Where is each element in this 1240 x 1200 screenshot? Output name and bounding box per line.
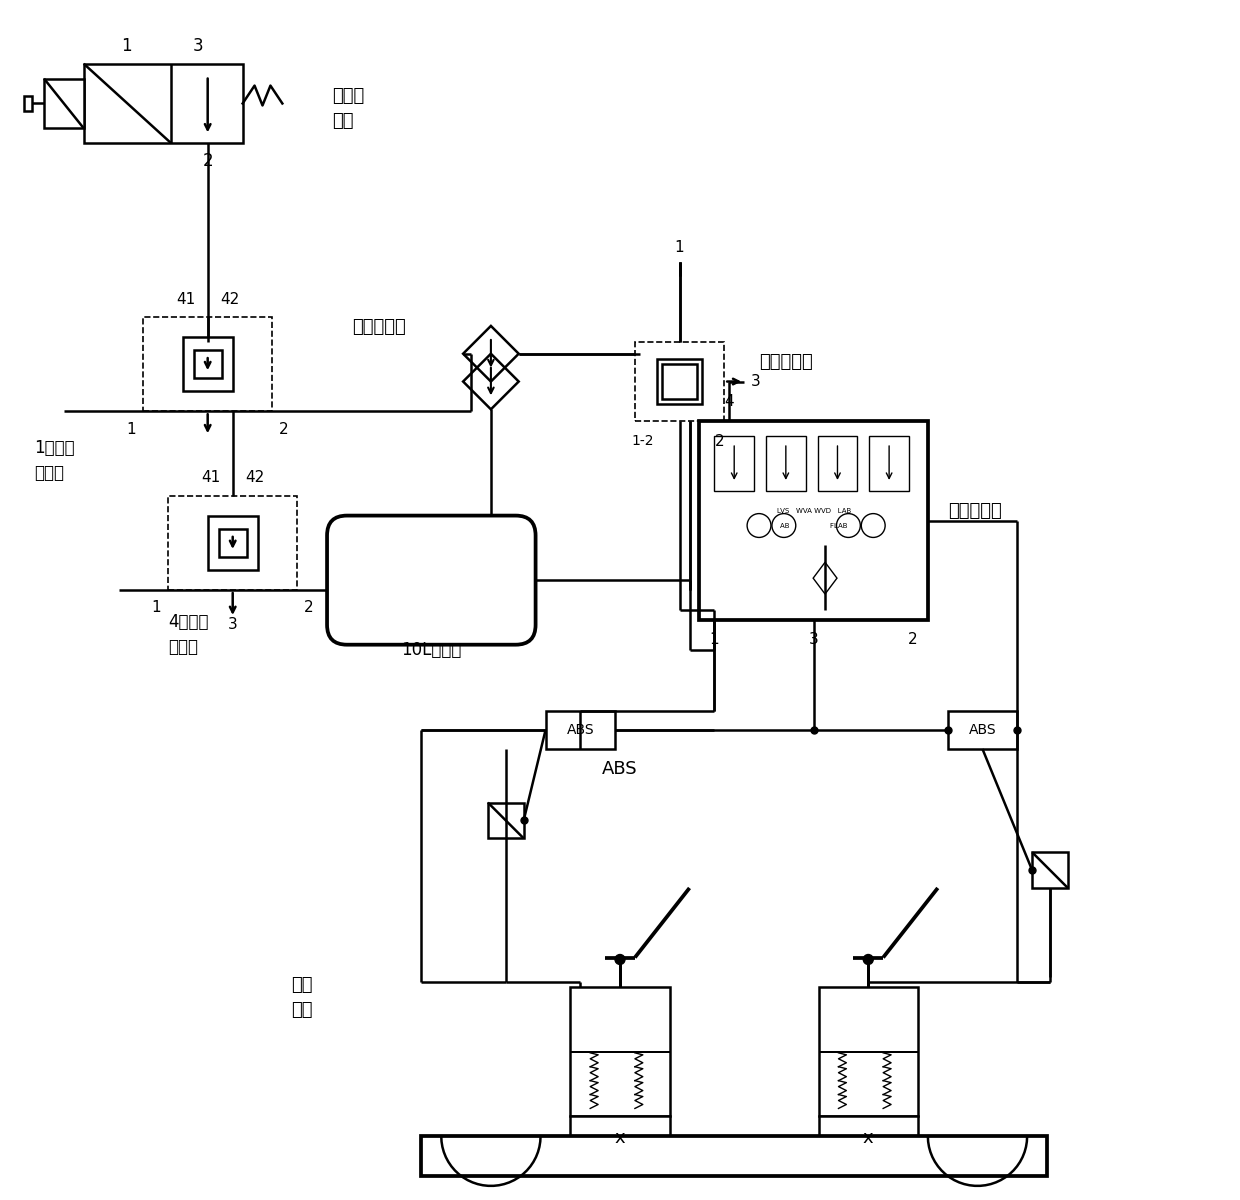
Bar (487, 803, 523, 839)
Text: 4: 4 (724, 394, 734, 409)
Text: 制动
气室: 制动 气室 (291, 976, 312, 1019)
Text: x: x (615, 1129, 625, 1147)
Bar (662, 364, 697, 398)
Circle shape (615, 954, 625, 965)
Text: 42: 42 (219, 292, 239, 307)
Bar (143, 317, 273, 412)
Bar (818, 1116, 918, 1146)
Text: 2: 2 (714, 433, 724, 449)
Text: 3: 3 (751, 374, 761, 389)
Text: 2: 2 (202, 152, 213, 170)
Text: 单通道模块: 单通道模块 (947, 502, 1002, 520)
Text: 双通单向阀: 双通单向阀 (352, 318, 405, 336)
Bar (182, 337, 233, 391)
Bar (45, 79, 84, 128)
Text: 紧急继动阀: 紧急继动阀 (759, 353, 812, 371)
Text: 4号双控
继动阀: 4号双控 继动阀 (169, 613, 208, 656)
Text: ABS: ABS (603, 760, 637, 778)
Text: 1: 1 (709, 632, 719, 647)
Text: x: x (863, 1129, 873, 1147)
Text: 1: 1 (122, 37, 131, 55)
Text: 3: 3 (193, 37, 203, 55)
Text: 2: 2 (304, 600, 314, 616)
Bar (570, 988, 670, 1116)
Text: 3: 3 (808, 632, 818, 647)
Text: 41: 41 (176, 292, 196, 307)
Bar (546, 712, 615, 749)
Text: 41: 41 (201, 470, 221, 485)
Text: 2: 2 (908, 632, 918, 647)
Circle shape (863, 954, 873, 965)
Text: 1: 1 (675, 240, 684, 254)
Bar (818, 988, 918, 1116)
Bar (869, 436, 909, 491)
Text: ABS: ABS (567, 724, 594, 737)
Bar (208, 516, 258, 570)
Bar (24, 96, 32, 112)
Text: 常闭电
磁阀: 常闭电 磁阀 (332, 86, 365, 130)
Bar (193, 350, 222, 378)
Bar (169, 496, 298, 590)
Text: 1号双控
继动阀: 1号双控 继动阀 (33, 439, 74, 482)
Bar (699, 421, 928, 620)
Text: LVS   WVA WVD   LAB: LVS WVA WVD LAB (776, 508, 851, 514)
Text: 1: 1 (126, 421, 136, 437)
Bar (817, 436, 857, 491)
Bar (84, 64, 243, 143)
Bar (766, 436, 806, 491)
Text: 3: 3 (228, 617, 238, 632)
Text: 42: 42 (246, 470, 264, 485)
Text: 2: 2 (279, 421, 289, 437)
Text: 10L储气筒: 10L储气筒 (401, 641, 461, 659)
Text: 1: 1 (151, 600, 161, 616)
FancyBboxPatch shape (327, 516, 536, 644)
Bar (947, 712, 1017, 749)
Bar (657, 359, 702, 404)
Text: AB                  FLAB: AB FLAB (780, 522, 847, 528)
Bar (570, 1116, 670, 1146)
Bar (218, 529, 247, 557)
Text: ABS: ABS (968, 724, 996, 737)
Bar (714, 436, 754, 491)
Text: 1-2: 1-2 (631, 434, 653, 448)
Bar (1032, 852, 1068, 888)
Bar (635, 342, 724, 421)
Bar (422, 1136, 1047, 1176)
